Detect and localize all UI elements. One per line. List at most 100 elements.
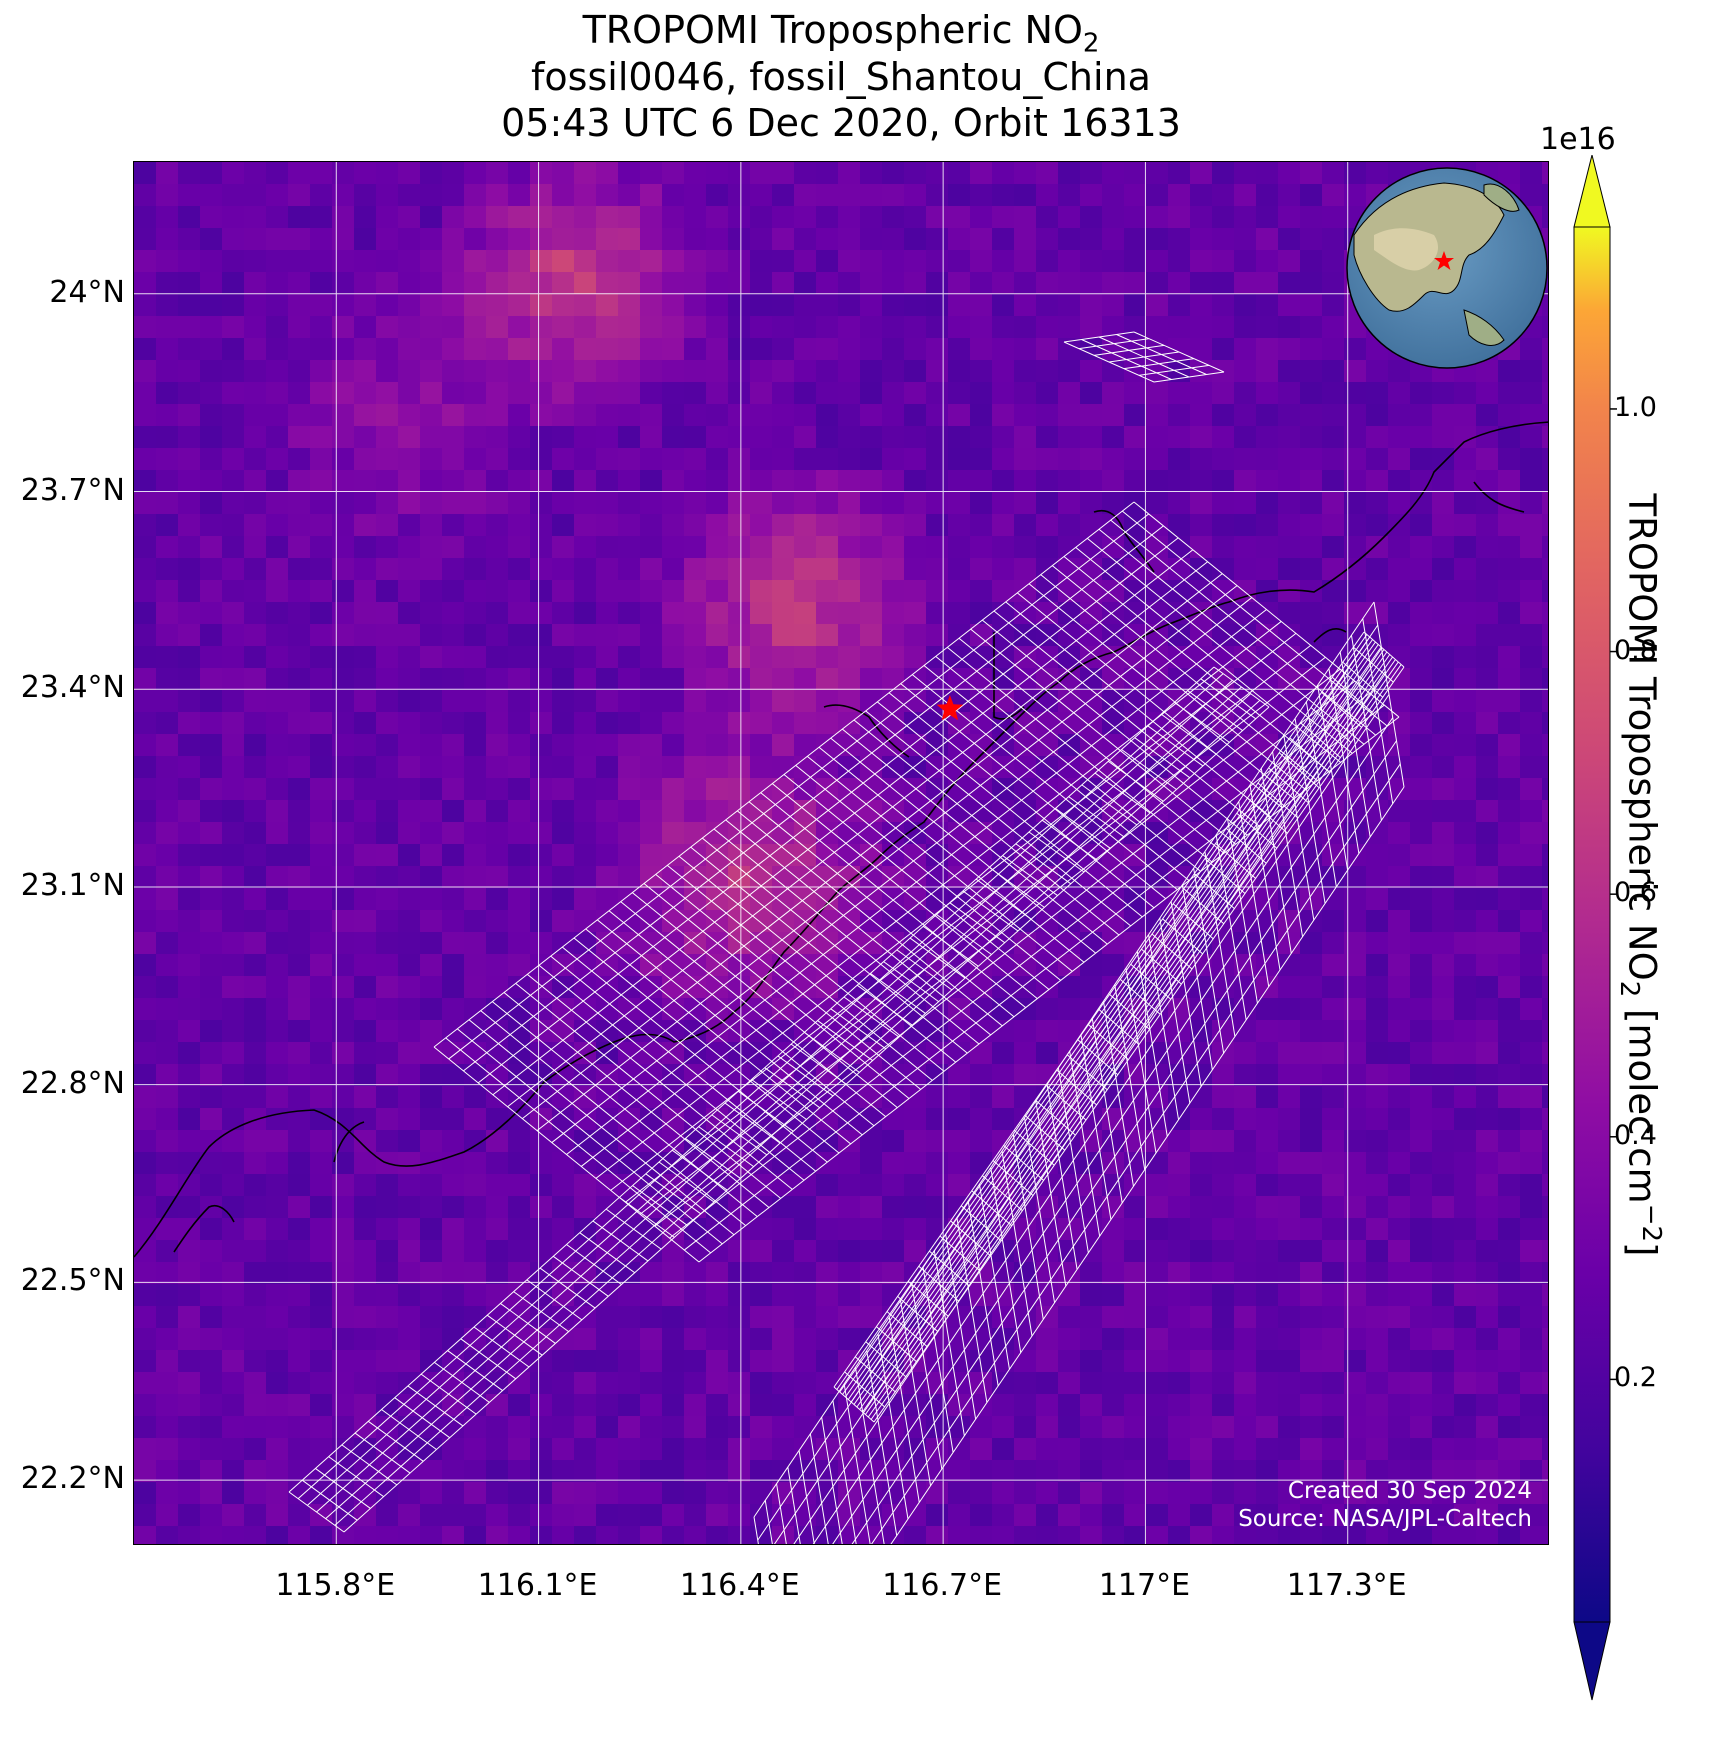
no2-pixel — [1036, 360, 1058, 382]
no2-pixel — [596, 404, 618, 426]
target-grid-line — [871, 763, 1401, 1544]
no2-pixel — [882, 184, 904, 206]
no2-pixel — [816, 448, 838, 470]
no2-pixel — [200, 734, 222, 756]
no2-pixel — [596, 1130, 618, 1152]
no2-pixel — [948, 162, 970, 184]
no2-pixel — [1058, 272, 1080, 294]
no2-pixel — [640, 536, 662, 558]
no2-pixel — [1080, 1262, 1102, 1284]
no2-pixel — [1300, 382, 1322, 404]
no2-pixel — [860, 206, 882, 228]
no2-pixel — [244, 1504, 266, 1526]
no2-pixel — [398, 272, 420, 294]
no2-pixel — [354, 932, 376, 954]
no2-pixel — [816, 250, 838, 272]
no2-pixel — [948, 250, 970, 272]
no2-pixel — [662, 1394, 684, 1416]
no2-pixel — [1212, 492, 1234, 514]
no2-pixel — [376, 888, 398, 910]
no2-pixel — [486, 756, 508, 778]
no2-pixel — [1542, 1130, 1548, 1152]
no2-pixel — [640, 822, 662, 844]
no2-pixel — [1146, 470, 1168, 492]
no2-pixel — [970, 1416, 992, 1438]
no2-pixel — [420, 1416, 442, 1438]
no2-pixel — [376, 668, 398, 690]
no2-pixel — [1058, 162, 1080, 184]
no2-pixel — [596, 1152, 618, 1174]
no2-pixel — [1234, 1196, 1256, 1218]
no2-pixel — [1014, 1438, 1036, 1460]
no2-pixel — [926, 1526, 948, 1544]
graticule — [134, 162, 1548, 1544]
no2-pixel — [684, 1064, 706, 1086]
no2-pixel — [244, 1020, 266, 1042]
no2-pixel — [618, 536, 640, 558]
no2-pixel — [332, 426, 354, 448]
no2-pixel — [552, 316, 574, 338]
no2-pixel — [486, 1174, 508, 1196]
no2-pixel — [1498, 404, 1520, 426]
no2-pixel — [222, 1108, 244, 1130]
no2-pixel — [882, 580, 904, 602]
no2-pixel — [1432, 1130, 1454, 1152]
no2-pixel — [310, 1152, 332, 1174]
no2-pixel — [618, 514, 640, 536]
no2-pixel — [1256, 1108, 1278, 1130]
no2-pixel — [442, 492, 464, 514]
target-grid-line — [477, 537, 1179, 1084]
no2-pixel — [1102, 888, 1124, 910]
no2-pixel — [442, 1372, 464, 1394]
no2-pixel — [1102, 294, 1124, 316]
no2-pixel — [508, 800, 530, 822]
no2-pixel — [156, 1416, 178, 1438]
no2-pixel — [442, 1262, 464, 1284]
no2-pixel — [1036, 250, 1058, 272]
no2-pixel — [794, 844, 816, 866]
no2-pixel — [1366, 1438, 1388, 1460]
no2-pixel — [376, 1064, 398, 1086]
no2-pixel — [1300, 646, 1322, 668]
no2-pixel — [860, 558, 882, 580]
no2-pixel — [662, 470, 684, 492]
no2-pixel — [530, 932, 552, 954]
no2-pixel — [552, 822, 574, 844]
no2-pixel — [552, 404, 574, 426]
no2-pixel — [1014, 910, 1036, 932]
no2-pixel — [1168, 228, 1190, 250]
no2-pixel — [1410, 1350, 1432, 1372]
no2-pixel — [244, 1196, 266, 1218]
no2-pixel — [1080, 602, 1102, 624]
no2-pixel — [1366, 1020, 1388, 1042]
no2-pixel — [596, 1196, 618, 1218]
map-panel[interactable]: Created 30 Sep 2024 Source: NASA/JPL-Cal… — [133, 161, 1549, 1545]
no2-pixel — [134, 1262, 156, 1284]
no2-pixel — [1300, 1262, 1322, 1284]
no2-pixel — [1102, 470, 1124, 492]
no2-pixel — [1256, 1174, 1278, 1196]
no2-pixel — [288, 602, 310, 624]
no2-pixel — [376, 536, 398, 558]
no2-pixel — [750, 646, 772, 668]
no2-pixel — [596, 360, 618, 382]
no2-pixel — [1498, 756, 1520, 778]
no2-pixel — [816, 866, 838, 888]
no2-pixel — [992, 690, 1014, 712]
no2-pixel — [288, 910, 310, 932]
no2-pixel — [178, 734, 200, 756]
no2-pixel — [1432, 1460, 1454, 1482]
no2-pixel — [508, 162, 530, 184]
no2-pixel — [222, 1152, 244, 1174]
no2-pixel — [970, 1350, 992, 1372]
no2-pixel — [332, 800, 354, 822]
no2-pixel — [816, 690, 838, 712]
no2-pixel — [1388, 910, 1410, 932]
no2-pixel — [618, 316, 640, 338]
no2-pixel — [486, 294, 508, 316]
no2-pixel — [1344, 580, 1366, 602]
no2-pixel — [398, 1394, 420, 1416]
no2-pixel — [1476, 1372, 1498, 1394]
no2-pixel — [134, 756, 156, 778]
no2-pixel — [816, 184, 838, 206]
